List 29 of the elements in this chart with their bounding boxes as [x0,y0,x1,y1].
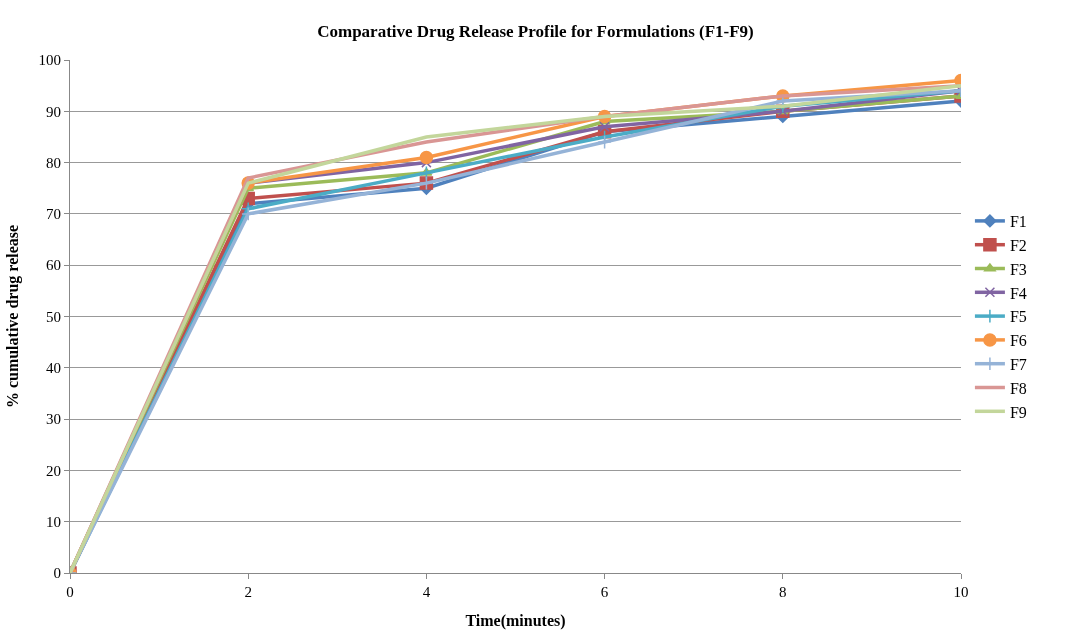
chart-title: Comparative Drug Release Profile for Formulations (F1-F9) [317,22,754,42]
y-tick-label: 50 [46,308,61,325]
y-tick-label: 80 [46,154,61,171]
y-tick-label: 30 [46,411,61,428]
legend-label: F8 [1009,379,1027,397]
y-tick-label: 70 [46,206,61,223]
legend-label: F5 [1009,308,1027,326]
x-axis-title: Time(minutes) [465,611,566,630]
x-tick-label: 0 [66,584,74,600]
y-tick-label: 20 [46,462,61,479]
legend-label: F6 [1009,332,1027,350]
x-tick-label: 10 [953,584,969,600]
y-tick-label: 10 [46,513,61,530]
legend-label: F4 [1009,284,1027,302]
x-tick-label: 4 [422,584,431,600]
legend-label: F2 [1009,236,1027,254]
y-tick-label: 60 [46,257,61,274]
x-tick-label: 6 [600,584,609,600]
y-axis-title: % cumulative drug release [4,224,23,409]
y-tick-label: 0 [53,565,61,582]
legend-label: F9 [1009,403,1027,421]
x-tick-label: 8 [779,584,787,600]
legend-label: F7 [1009,355,1027,373]
y-tick-label: 100 [38,52,61,69]
legend-label: F3 [1009,260,1027,278]
y-tick-label: 40 [46,360,61,377]
x-tick-label: 2 [244,584,252,600]
legend-label: F1 [1009,213,1027,231]
y-tick-label: 90 [46,103,61,120]
